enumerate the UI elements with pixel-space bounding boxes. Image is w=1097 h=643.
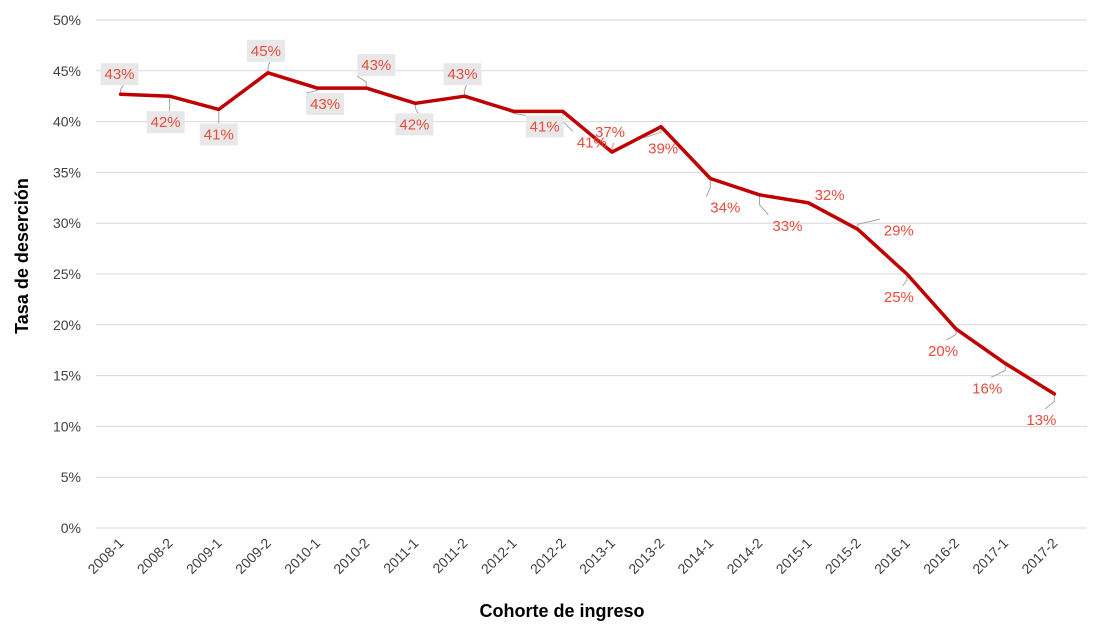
data-label: 39% — [648, 141, 678, 158]
y-axis-ticks: 0% 5% 10% 15% 20% 25% 30% 35% 40% 45% 50% — [53, 12, 81, 536]
y-tick-label: 0% — [61, 520, 81, 536]
data-label: 45% — [251, 43, 281, 60]
x-tick-label: 2014-1 — [674, 535, 716, 577]
x-tick-label: 2013-1 — [576, 535, 618, 577]
data-label: 25% — [884, 289, 914, 306]
series-line — [118, 71, 1057, 396]
y-tick-label: 45% — [53, 63, 81, 79]
data-label: 41% — [204, 126, 234, 143]
data-label: 41% — [577, 134, 607, 151]
x-tick-label: 2012-2 — [527, 535, 569, 577]
data-label-box — [395, 113, 434, 136]
x-tick-label: 2013-2 — [625, 535, 667, 577]
data-label: 43% — [104, 66, 134, 83]
data-label: 32% — [815, 187, 845, 204]
label-leader — [356, 75, 367, 89]
data-label-box — [525, 115, 564, 138]
data-label: 13% — [1026, 412, 1056, 429]
x-tick-label: 2008-1 — [84, 535, 126, 577]
y-tick-label: 20% — [53, 317, 81, 333]
x-tick-label: 2017-2 — [1018, 535, 1060, 577]
y-tick-label: 5% — [61, 469, 81, 485]
label-leader — [705, 178, 711, 197]
label-leader-lines — [120, 61, 1055, 410]
y-tick-label: 30% — [53, 215, 81, 231]
y-tick-label: 15% — [53, 368, 81, 384]
series-line-group — [118, 71, 1057, 396]
data-label-box — [443, 63, 482, 86]
x-tick-label: 2015-1 — [773, 535, 815, 577]
x-tick-label: 2016-2 — [920, 535, 962, 577]
data-label: 20% — [928, 343, 958, 360]
data-label: 16% — [972, 380, 1002, 397]
label-leader — [990, 363, 1006, 378]
x-axis-ticks: 2008-1 2008-2 2009-1 2009-2 2010-1 2010-2 2011… — [84, 535, 1060, 577]
y-tick-label: 35% — [53, 164, 81, 180]
data-label: 33% — [772, 218, 802, 235]
x-axis-title: Cohorte de ingreso — [479, 601, 644, 621]
data-label: 43% — [448, 66, 478, 83]
y-tick-label: 50% — [53, 12, 81, 28]
data-label-box — [306, 93, 345, 116]
data-label: 29% — [884, 222, 914, 239]
x-tick-label: 2015-2 — [822, 535, 864, 577]
x-tick-label: 2008-2 — [134, 535, 176, 577]
x-tick-label: 2010-1 — [281, 535, 323, 577]
data-label: 43% — [310, 96, 340, 113]
label-leader — [1044, 393, 1055, 410]
label-leader — [464, 85, 467, 97]
data-label-box — [199, 123, 238, 146]
y-tick-label: 25% — [53, 266, 81, 282]
x-tick-label: 2009-2 — [232, 535, 274, 577]
data-label: 37% — [595, 124, 625, 141]
y-axis-title: Tasa de deserción — [12, 178, 32, 334]
x-tick-label: 2011-1 — [380, 535, 422, 577]
data-label: 42% — [151, 114, 181, 131]
data-label: 41% — [530, 118, 560, 135]
label-leader — [857, 218, 880, 230]
data-label-box — [146, 111, 185, 134]
x-tick-label: 2014-2 — [723, 535, 765, 577]
x-tick-label: 2009-1 — [183, 535, 225, 577]
label-leader — [758, 194, 769, 216]
data-label: 42% — [399, 116, 429, 133]
gridlines — [96, 19, 1087, 529]
data-labels: 43%42%41%45%43%43%42%43%41%41%37%39%34%3… — [100, 39, 1056, 429]
x-tick-label: 2010-2 — [330, 535, 372, 577]
x-tick-label: 2017-1 — [969, 535, 1011, 577]
data-label: 43% — [361, 57, 391, 74]
label-leader — [267, 61, 271, 73]
y-tick-label: 10% — [53, 418, 81, 434]
x-tick-label: 2012-1 — [478, 535, 520, 577]
data-label: 34% — [710, 199, 740, 216]
label-leader — [946, 328, 957, 341]
data-label-box — [100, 63, 139, 86]
data-label-box — [246, 39, 285, 62]
x-tick-label: 2016-1 — [871, 535, 913, 577]
y-tick-label: 40% — [53, 114, 81, 130]
x-tick-label: 2011-2 — [429, 535, 471, 577]
data-label-box — [357, 54, 396, 77]
